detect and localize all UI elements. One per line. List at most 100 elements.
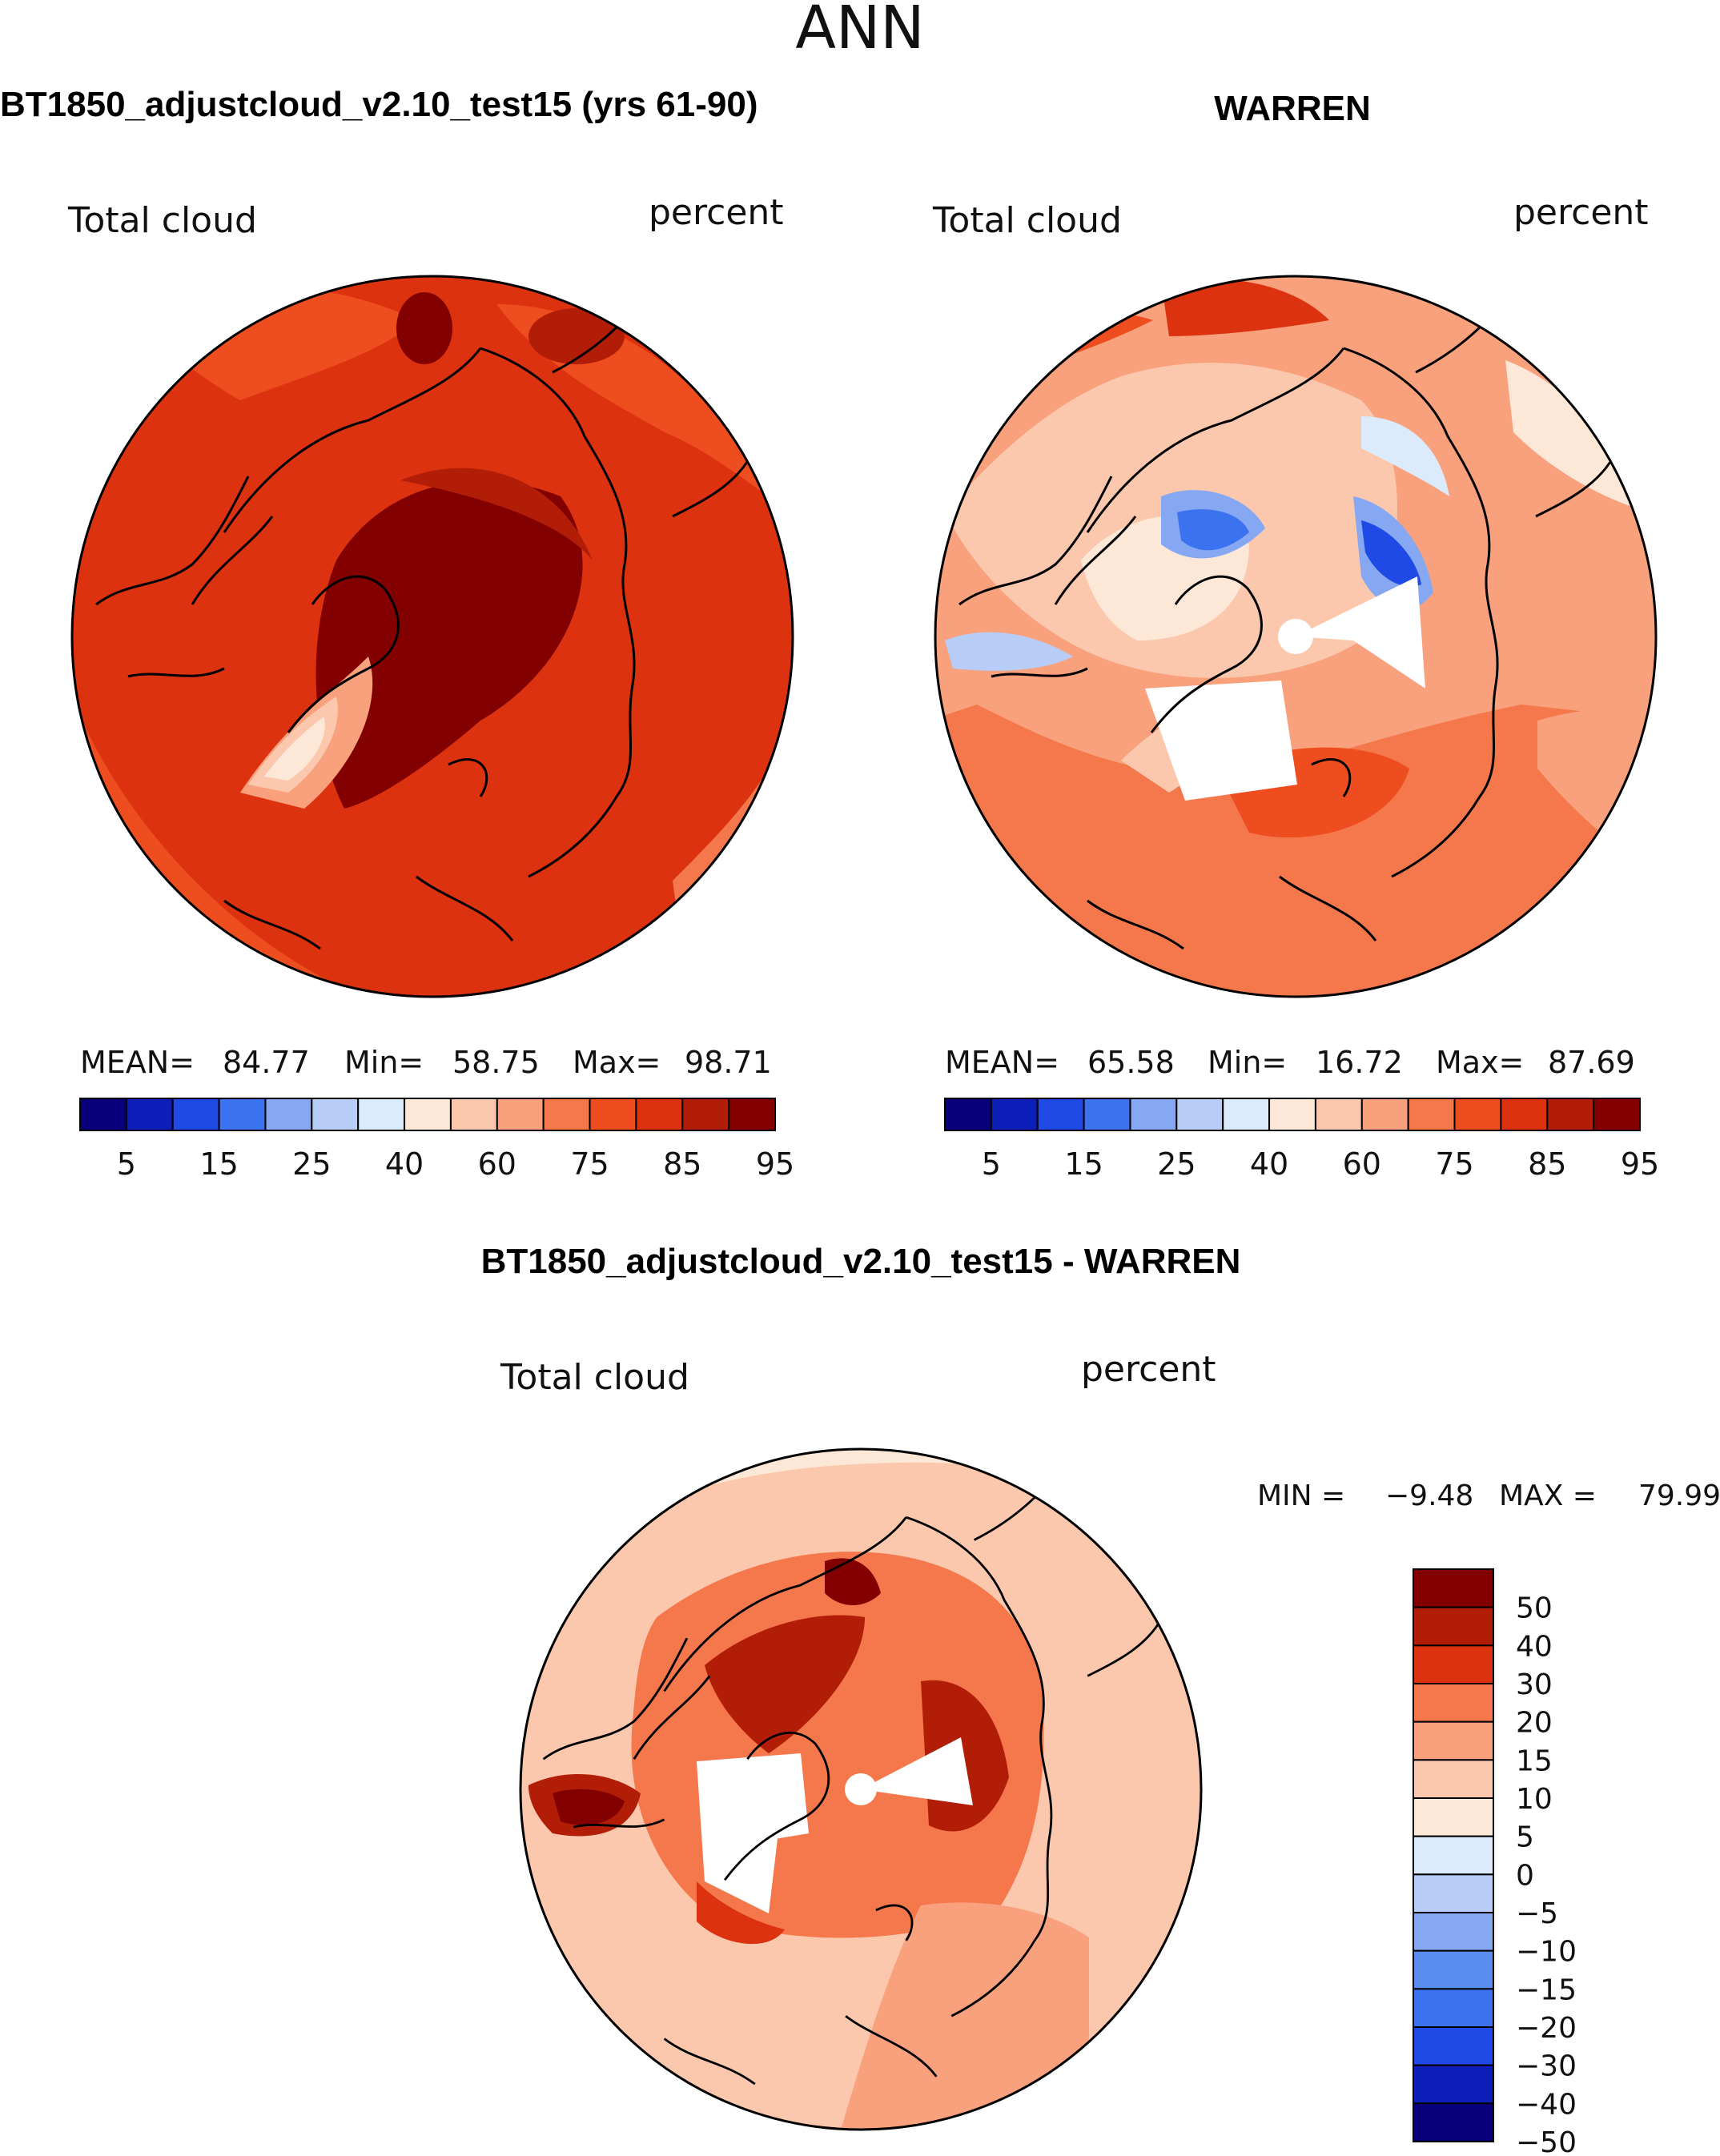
colorbar-tick-label: −5 [1516, 1897, 1558, 1930]
panel-diff-title: BT1850_adjustcloud_v2.10_test15 - WARREN [481, 1242, 1241, 1281]
panel-model-map-boundary [70, 275, 794, 998]
panel-diff-max-label: MAX = [1499, 1479, 1597, 1512]
panel-model-units: percent [649, 192, 784, 233]
colorbar-tick-label: 95 [1621, 1146, 1659, 1182]
colorbar-tick-label: 40 [1250, 1146, 1288, 1182]
colorbar-swatch [728, 1098, 777, 1131]
colorbar-swatch [1413, 1988, 1494, 2028]
panel-model-min-value: 58.75 [452, 1045, 540, 1080]
colorbar-swatch [1413, 1720, 1494, 1761]
colorbar-tick-label: −20 [1516, 2012, 1577, 2045]
colorbar-swatch [1129, 1098, 1178, 1131]
colorbar-tick-label: −40 [1516, 2088, 1577, 2121]
panel-model-max-label: Max= [573, 1045, 661, 1080]
panel-model-variable: Total cloud [67, 200, 257, 241]
colorbar-swatch [357, 1098, 406, 1131]
colorbar-tick-label: 5 [117, 1146, 136, 1182]
panel-obs-units: percent [1513, 192, 1649, 233]
panel-obs-max-label: Max= [1436, 1045, 1524, 1080]
colorbar-swatch [1175, 1098, 1224, 1131]
colorbar-tick-label: 15 [1064, 1146, 1103, 1182]
colorbar-swatch [1407, 1098, 1456, 1131]
colorbar-swatch [1413, 1644, 1494, 1684]
panel-model-mean-label: MEAN= [80, 1045, 195, 1080]
panel-obs-min-label: Min= [1208, 1045, 1287, 1080]
colorbar-tick-label: 60 [1343, 1146, 1381, 1182]
colorbar-swatch [79, 1098, 127, 1131]
colorbar-tick-label: 25 [292, 1146, 331, 1182]
panel-diff-map-boundary [519, 1447, 1203, 2131]
colorbar-swatch [1083, 1098, 1131, 1131]
page-title: ANN [795, 0, 924, 62]
panel-obs-title: WARREN [1214, 89, 1371, 128]
panel-obs-max-value: 87.69 [1548, 1045, 1635, 1080]
colorbar-tick-label: 40 [385, 1146, 424, 1182]
colorbar-swatch [1413, 1873, 1494, 1913]
colorbar-swatch [681, 1098, 730, 1131]
colorbar-swatch [1413, 2064, 1494, 2105]
colorbar-swatch [1413, 1949, 1494, 1990]
colorbar-swatch [1453, 1098, 1502, 1131]
panel-obs-min-value: 16.72 [1316, 1045, 1403, 1080]
colorbar-swatch [1413, 1683, 1494, 1723]
colorbar-swatch [1413, 2102, 1494, 2142]
panel-diff-max-value: 79.99 [1638, 1479, 1720, 1512]
panel-obs-mean-label: MEAN= [945, 1045, 1059, 1080]
panel-obs-colorbar: 5 15 25 40 60 75 85 95 [944, 1098, 1659, 1182]
colorbar-swatch [1360, 1098, 1409, 1131]
colorbar-tick-label: 20 [1516, 1707, 1553, 1740]
colorbar-tick-label: 0 [1516, 1859, 1534, 1892]
colorbar-swatch [1268, 1098, 1316, 1131]
colorbar-swatch [1413, 1568, 1494, 1608]
panel-obs-variable: Total cloud [932, 200, 1122, 241]
colorbar-tick-label: 75 [1435, 1146, 1473, 1182]
colorbar-swatch [311, 1098, 360, 1131]
colorbar-tick-label: 60 [478, 1146, 516, 1182]
colorbar-swatch [1036, 1098, 1085, 1131]
colorbar-tick-label: 5 [982, 1146, 1001, 1182]
colorbar-tick-label: 15 [199, 1146, 238, 1182]
colorbar-swatch [404, 1098, 452, 1131]
colorbar-swatch [1314, 1098, 1363, 1131]
colorbar-swatch [1546, 1098, 1595, 1131]
colorbar-swatch [542, 1098, 591, 1131]
panel-model-min-label: Min= [344, 1045, 424, 1080]
colorbar-tick-label: −50 [1516, 2126, 1577, 2156]
panel-diff-min-label: MIN = [1257, 1479, 1345, 1512]
colorbar-tick-label: 85 [1528, 1146, 1566, 1182]
colorbar-swatch [218, 1098, 267, 1131]
colorbar-swatch [1413, 1797, 1494, 1837]
panel-model-map [72, 276, 793, 997]
colorbar-tick-label: 40 [1516, 1630, 1553, 1663]
panel-model-title: BT1850_adjustcloud_v2.10_test15 (yrs 61-… [0, 85, 758, 124]
panel-obs-mean-value: 65.58 [1087, 1045, 1175, 1080]
panel-diff-units: percent [1081, 1349, 1216, 1390]
colorbar-tick-label: −30 [1516, 2050, 1577, 2083]
panel-obs-map [935, 276, 1656, 997]
panel-model: BT1850_adjustcloud_v2.10_test15 (yrs 61-… [0, 85, 794, 1182]
colorbar-tick-label: 30 [1516, 1668, 1553, 1701]
panel-model-max-value: 98.71 [685, 1045, 772, 1080]
colorbar-swatch [1413, 1759, 1494, 1799]
colorbar-swatch [635, 1098, 684, 1131]
colorbar-swatch [990, 1098, 1039, 1131]
colorbar-tick-label: −15 [1516, 1973, 1577, 2006]
colorbar-swatch [589, 1098, 637, 1131]
colorbar-swatch [1413, 1835, 1494, 1876]
panel-diff-variable: Total cloud [500, 1357, 689, 1398]
colorbar-tick-label: 95 [756, 1146, 794, 1182]
colorbar-swatch [944, 1098, 992, 1131]
colorbar-swatch [496, 1098, 545, 1131]
colorbar-tick-label: 75 [570, 1146, 609, 1182]
colorbar-tick-label: 50 [1516, 1592, 1553, 1625]
colorbar-tick-label: 15 [1516, 1744, 1553, 1777]
colorbar-swatch [1413, 1912, 1494, 1952]
colorbar-swatch [1222, 1098, 1271, 1131]
panel-model-mean-value: 84.77 [223, 1045, 310, 1080]
colorbar-swatch [125, 1098, 174, 1131]
colorbar-swatch [264, 1098, 313, 1131]
panel-model-colorbar: 5 15 25 40 60 75 85 95 [79, 1098, 794, 1182]
colorbar-swatch [171, 1098, 220, 1131]
